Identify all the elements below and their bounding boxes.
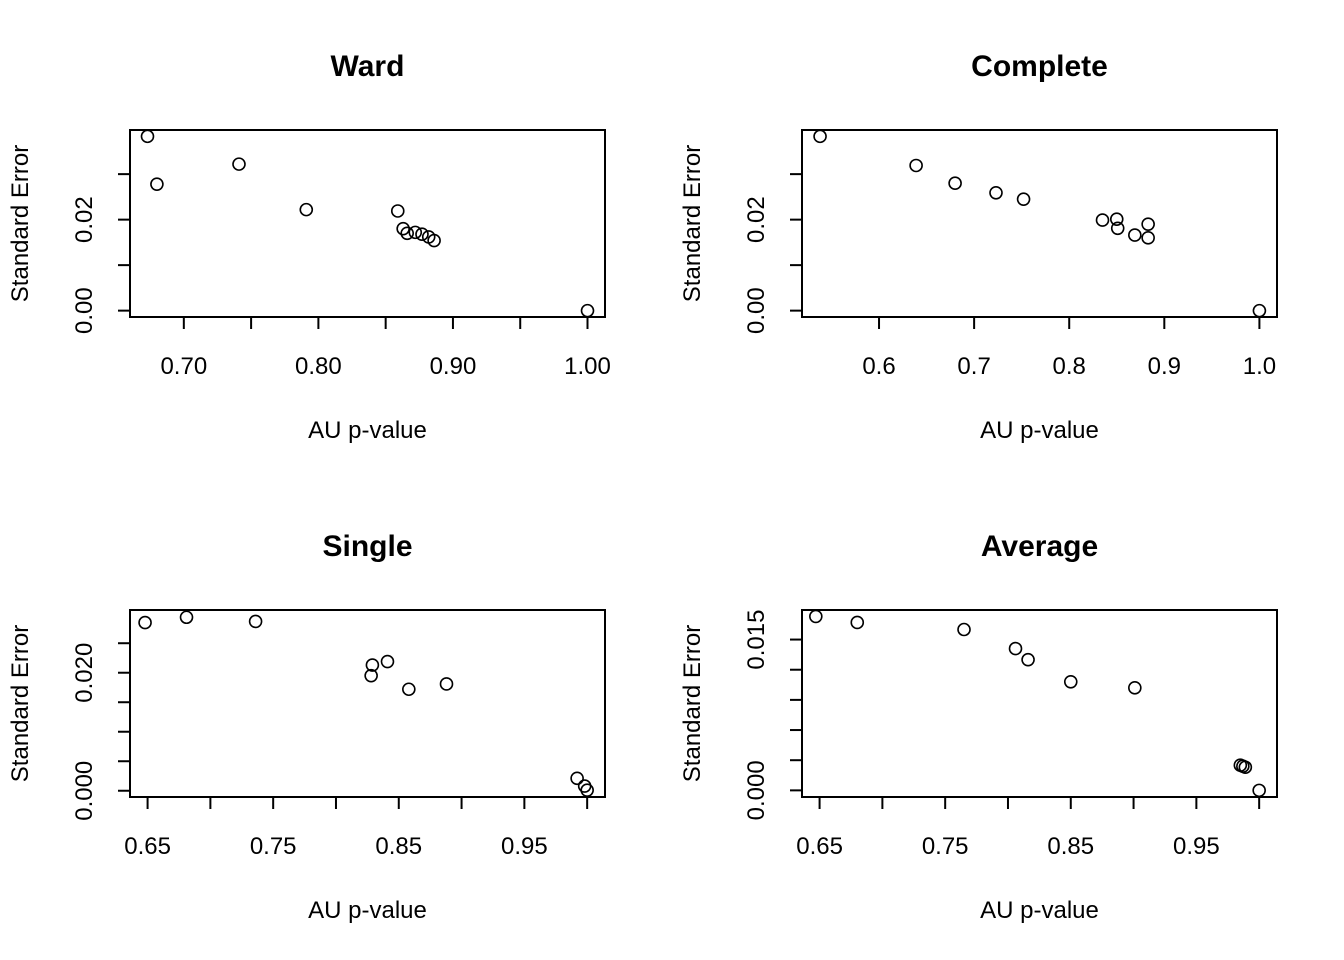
x-tick-label: 0.7	[957, 353, 990, 380]
y-axis-label: Standard Error	[7, 625, 34, 782]
data-point	[1128, 681, 1142, 695]
data-point	[396, 221, 410, 236]
data-point	[402, 682, 416, 697]
data-point	[570, 771, 584, 786]
chart-title: Complete	[971, 50, 1108, 83]
x-tick-label: 0.65	[796, 833, 843, 860]
data-point	[957, 622, 971, 637]
y-axis-label: Standard Error	[679, 145, 706, 302]
data-point	[364, 668, 378, 683]
data-point	[408, 225, 423, 240]
y-axis-label: Standard Error	[679, 625, 706, 782]
y-tick-label: 0.000	[71, 761, 98, 821]
x-tick-label: 0.70	[160, 353, 207, 380]
data-point	[813, 129, 827, 144]
x-axis-label: AU p-value	[980, 897, 1099, 924]
plot-frame	[801, 129, 1278, 318]
x-axis-label: AU p-value	[308, 897, 427, 924]
chart-panel-complete: Complete 0.6 0.7 0.8 0.9 1.0 0.00 0.02 AU p-valu…	[679, 50, 1278, 444]
data-point	[439, 677, 454, 691]
x-tick-label: 1.0	[1243, 353, 1276, 380]
data-point	[415, 227, 429, 241]
plot-frame	[129, 129, 606, 318]
x-tick-label: 0.9	[1148, 353, 1181, 380]
x-tick-label: 0.90	[430, 353, 477, 380]
x-axis-label: AU p-value	[980, 417, 1099, 444]
x-tick-label: 0.85	[1047, 833, 1094, 860]
x-tick-label: 0.75	[922, 833, 969, 860]
data-point	[909, 158, 923, 173]
plot-frame	[129, 609, 606, 798]
data-point	[380, 654, 395, 669]
data-point	[138, 615, 152, 630]
data-point	[989, 185, 1003, 200]
y-tick-label: 0.000	[743, 760, 770, 820]
data-point	[809, 609, 823, 624]
data-point	[1252, 783, 1266, 798]
x-tick-label: 0.75	[250, 833, 297, 860]
data-point	[1008, 641, 1023, 656]
data-point	[299, 202, 314, 217]
plot-frame	[801, 609, 1278, 798]
data-point	[1095, 213, 1110, 227]
chart-panel-average: Average 0.65 0.75 0.85 0.95 0.000 0.015 AU p-va…	[679, 530, 1278, 924]
data-point	[580, 303, 595, 318]
x-tick-label: 0.95	[1173, 833, 1220, 860]
y-tick-label: 0.02	[743, 196, 770, 243]
x-tick-label: 0.85	[375, 833, 422, 860]
chart-panel-ward: Ward 0.70 0.80 0.90 1.00 0.00 0.02 AU p-value St…	[7, 50, 611, 444]
data-point	[580, 783, 594, 797]
y-tick-label: 0.00	[71, 287, 98, 334]
data-point	[232, 157, 246, 171]
y-tick-label: 0.020	[71, 643, 98, 703]
chart-panel-single: Single 0.65 0.75 0.85 0.95 0.000 0.020 AU p-val…	[7, 530, 606, 924]
y-tick-label: 0.02	[71, 196, 98, 243]
y-tick-label: 0.00	[743, 287, 770, 334]
y-axis-label: Standard Error	[7, 145, 34, 302]
x-tick-label: 1.00	[564, 353, 611, 380]
data-point	[1238, 760, 1253, 775]
x-tick-label: 0.80	[295, 353, 342, 380]
data-point	[400, 226, 414, 241]
data-point	[140, 129, 155, 144]
data-point	[365, 658, 380, 672]
data-point	[1016, 192, 1031, 206]
data-point	[248, 614, 263, 629]
x-tick-label: 0.95	[501, 833, 548, 860]
data-point	[1110, 221, 1125, 236]
y-tick-label: 0.015	[743, 610, 770, 670]
chart-title: Ward	[331, 50, 405, 83]
x-axis-label: AU p-value	[308, 417, 427, 444]
data-point	[390, 204, 405, 218]
x-tick-label: 0.65	[124, 833, 171, 860]
data-point	[850, 615, 865, 630]
data-point	[1063, 674, 1078, 689]
data-point	[948, 176, 962, 191]
chart-title: Single	[322, 530, 412, 563]
data-point	[1109, 212, 1124, 226]
data-point	[1128, 228, 1142, 242]
data-point	[427, 233, 441, 248]
data-point	[150, 177, 164, 191]
chart-title: Average	[981, 530, 1098, 563]
data-point	[1141, 217, 1155, 231]
data-point	[1021, 652, 1035, 667]
x-tick-label: 0.6	[862, 353, 895, 380]
data-point	[1141, 231, 1155, 245]
data-point	[179, 610, 194, 625]
data-point	[1252, 303, 1267, 318]
x-tick-label: 0.8	[1053, 353, 1086, 380]
